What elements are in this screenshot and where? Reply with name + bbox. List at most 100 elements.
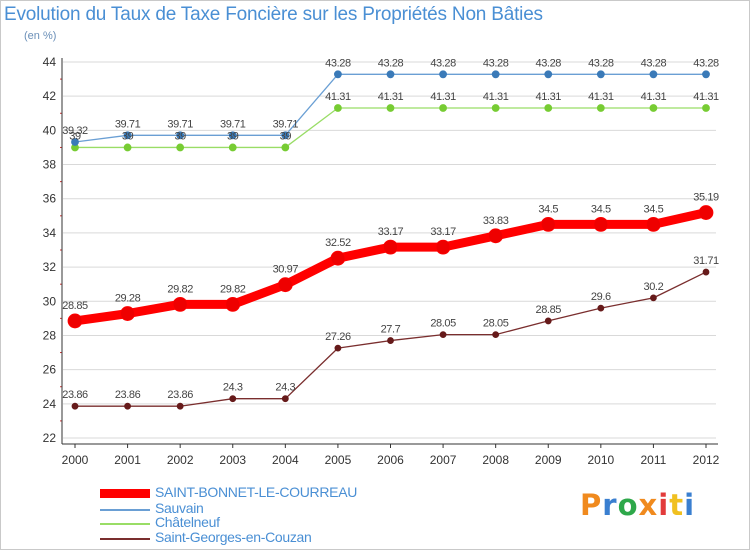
data-label: 43.28 xyxy=(693,57,719,69)
data-point xyxy=(488,228,504,244)
data-label: 23.86 xyxy=(62,389,88,401)
legend-item: Sauvain xyxy=(100,500,400,519)
legend-label: SAINT-BONNET-LE-COURREAU xyxy=(155,484,358,500)
data-label: 28.85 xyxy=(535,304,561,316)
data-point xyxy=(281,395,289,403)
data-point xyxy=(277,277,293,293)
logo-letter: x xyxy=(638,488,659,522)
x-tick-label: 2001 xyxy=(114,453,141,467)
data-label: 31.71 xyxy=(693,255,719,267)
data-label: 23.86 xyxy=(167,389,193,401)
data-point xyxy=(650,294,657,302)
logo-letter: i xyxy=(684,488,696,522)
data-point xyxy=(281,131,290,140)
x-tick-label: 2010 xyxy=(587,453,614,467)
data-point xyxy=(228,131,237,140)
data-label: 34.5 xyxy=(591,203,611,215)
y-tick-label: 42 xyxy=(43,89,57,103)
data-label: 39.71 xyxy=(167,118,193,130)
data-point xyxy=(649,104,658,112)
data-point xyxy=(176,143,185,152)
data-label: 29.6 xyxy=(591,291,611,303)
data-label: 27.7 xyxy=(381,324,401,336)
data-label: 39.71 xyxy=(273,118,299,130)
data-label: 30.97 xyxy=(273,264,299,276)
data-label: 34.5 xyxy=(644,203,664,215)
data-point xyxy=(649,70,658,79)
data-label: 29.82 xyxy=(220,283,246,295)
data-point xyxy=(593,216,609,232)
legend-swatch xyxy=(100,509,150,511)
y-tick-label: 36 xyxy=(43,192,57,206)
y-tick-label: 44 xyxy=(43,55,57,69)
x-tick-label: 2011 xyxy=(641,453,667,467)
data-label: 41.31 xyxy=(325,91,351,103)
data-label: 39.32 xyxy=(62,125,88,137)
data-point xyxy=(124,402,131,410)
x-tick-label: 2008 xyxy=(482,453,509,467)
series-group xyxy=(67,70,714,410)
data-label: 43.28 xyxy=(378,57,404,69)
y-tick-label: 38 xyxy=(43,158,57,172)
x-tick-label: 2012 xyxy=(693,453,720,467)
data-label: 41.31 xyxy=(483,91,509,103)
data-point xyxy=(334,344,342,352)
data-point xyxy=(176,131,185,140)
data-label: 43.28 xyxy=(325,57,351,69)
data-label: 43.28 xyxy=(641,57,667,69)
chart-title: Evolution du Taux de Taxe Foncière sur l… xyxy=(4,4,543,25)
data-point xyxy=(176,402,184,410)
data-point xyxy=(123,143,132,152)
logo-letter: t xyxy=(669,488,685,522)
data-point xyxy=(491,70,500,79)
x-tick-label: 2000 xyxy=(62,453,89,467)
axes: 22 24 26 28 30 32 34 36 38 40 42 44 2000 2001 2002 2003… xyxy=(43,55,720,467)
data-label: 39 xyxy=(69,130,81,142)
data-point xyxy=(544,317,552,325)
data-point xyxy=(387,337,394,344)
legend-swatch xyxy=(100,523,150,525)
legend-item: Châtelneuf xyxy=(100,514,400,533)
data-point xyxy=(597,304,605,312)
data-point xyxy=(544,70,553,79)
logo-letter: r xyxy=(602,488,618,522)
data-label: 41.31 xyxy=(430,91,456,103)
data-point xyxy=(439,104,447,112)
x-tick-label: 2004 xyxy=(272,453,299,467)
data-label: 41.31 xyxy=(641,91,667,103)
data-point xyxy=(386,104,395,112)
line-chart: 22 24 26 28 30 32 34 36 38 40 42 44 2000 2001 2002 2003… xyxy=(43,55,720,467)
data-label: 41.31 xyxy=(588,91,614,103)
data-point xyxy=(172,296,188,312)
data-labels: 28.85 29.28 29.82 29.82 30.97 32.52 33.17 33.17… xyxy=(62,57,719,401)
logo-letter: o xyxy=(617,488,639,522)
data-label: 29.82 xyxy=(167,283,193,295)
data-point xyxy=(71,402,79,410)
data-label: 41.31 xyxy=(693,91,719,103)
data-label: 39 xyxy=(174,130,186,142)
data-label: 43.28 xyxy=(535,57,561,69)
legend-swatch xyxy=(100,538,150,540)
y-tick-label: 26 xyxy=(43,363,57,377)
data-point xyxy=(386,70,395,79)
data-label: 39.71 xyxy=(115,118,141,130)
legend-item: Saint-Georges-en-Couzan xyxy=(100,529,400,548)
data-point xyxy=(491,104,500,112)
data-label: 33.17 xyxy=(378,226,404,238)
y-tick-label: 24 xyxy=(43,397,57,411)
logo-letter: i xyxy=(658,488,670,522)
data-point xyxy=(702,70,710,79)
data-point xyxy=(123,131,132,140)
data-point xyxy=(439,331,447,339)
x-tick-label: 2009 xyxy=(535,453,562,467)
data-point xyxy=(702,268,710,276)
y-tick-label: 34 xyxy=(43,226,57,240)
y-axis-unit-label: (en %) xyxy=(24,30,57,42)
data-label: 27.26 xyxy=(325,331,351,343)
data-label: 41.31 xyxy=(378,91,404,103)
data-point xyxy=(540,216,556,232)
data-point xyxy=(646,216,661,232)
data-point xyxy=(702,104,710,112)
data-point xyxy=(698,205,714,220)
data-label: 28.85 xyxy=(62,300,88,312)
